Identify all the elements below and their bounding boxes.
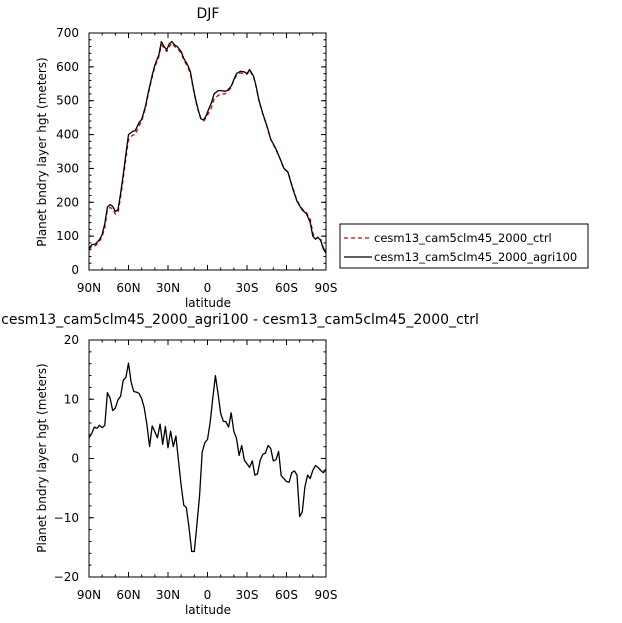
ticks-group: 90N 60N 30N 0 30S 60S 90S 0 100 200 300 400 500 600 70… [56, 26, 337, 295]
x-tick-label: 0 [204, 281, 212, 295]
legend-box [339, 223, 589, 269]
x-tick-label: 60S [275, 588, 298, 602]
legend-label-ctrl: cesm13_cam5clm45_2000_ctrl [374, 231, 552, 245]
y-tick-label: 10 [64, 392, 79, 406]
x-tick-label: 90S [315, 588, 338, 602]
y-tick-label: 20 [64, 333, 79, 347]
y-tick-label: 500 [56, 94, 79, 108]
x-tick-label: 30N [156, 281, 180, 295]
x-tick-label: 60N [116, 588, 140, 602]
top-panel: DJF Planet bndry layer hgt (meters) lati… [35, 6, 589, 310]
y-tick-label: 0 [71, 452, 79, 466]
diff-plot-frame [88, 339, 327, 578]
legend-label-agri100: cesm13_cam5clm45_2000_agri100 [374, 250, 577, 264]
series-line-0 [88, 362, 327, 553]
series-group [88, 40, 327, 254]
y-tick-label: 600 [56, 60, 79, 74]
diff-x-axis-label: latitude [185, 603, 231, 617]
diff-series-group [88, 362, 327, 553]
x-tick-label: 30S [236, 588, 259, 602]
legend: cesm13_cam5clm45_2000_ctrl cesm13_cam5cl… [339, 223, 589, 269]
chart-title: DJF [197, 6, 220, 22]
x-tick-label: 60N [116, 281, 140, 295]
plot-frame [88, 32, 327, 271]
y-axis-label: Planet bndry layer hgt (meters) [35, 57, 49, 247]
y-tick-label: 400 [56, 128, 79, 142]
x-tick-label: 90S [315, 281, 338, 295]
x-axis-label: latitude [185, 296, 231, 310]
y-tick-label: −10 [54, 511, 79, 525]
diff-ticks-group: 90N 60N 30N 0 30S 60S 90S −20 −10 0 10 20 [54, 333, 338, 602]
series-line-0 [88, 42, 327, 253]
x-tick-label: 90N [77, 281, 101, 295]
diff-y-axis-label: Planet bndry layer hgt (meters) [35, 363, 49, 553]
x-tick-label: 60S [275, 281, 298, 295]
y-tick-label: −20 [54, 570, 79, 584]
y-tick-label: 0 [71, 263, 79, 277]
y-tick-label: 700 [56, 26, 79, 40]
y-tick-label: 200 [56, 195, 79, 209]
x-tick-label: 0 [204, 588, 212, 602]
x-tick-label: 90N [77, 588, 101, 602]
y-tick-label: 100 [56, 229, 79, 243]
series-line-1 [88, 40, 327, 254]
x-tick-label: 30S [236, 281, 259, 295]
y-tick-label: 300 [56, 161, 79, 175]
x-tick-label: 30N [156, 588, 180, 602]
bottom-panel: cesm13_cam5clm45_2000_agri100 - cesm13_c… [1, 312, 479, 617]
diff-chart-title: cesm13_cam5clm45_2000_agri100 - cesm13_c… [1, 312, 479, 328]
